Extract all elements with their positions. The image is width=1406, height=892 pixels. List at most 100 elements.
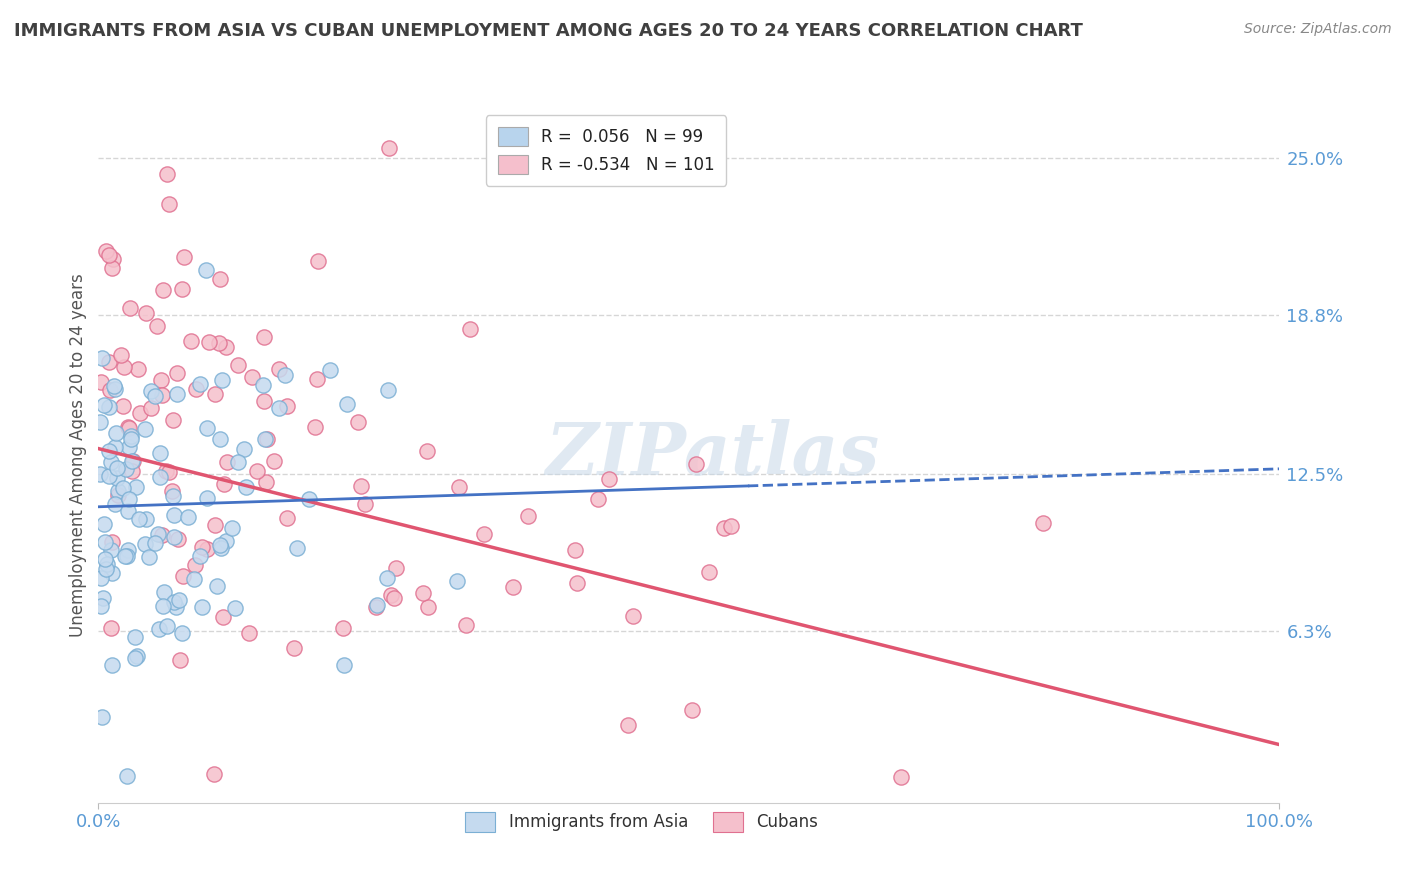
Point xyxy=(115,549,138,563)
Point xyxy=(98,355,121,369)
Point xyxy=(121,464,143,478)
Point xyxy=(253,330,276,344)
Point xyxy=(114,549,136,563)
Point xyxy=(191,541,214,555)
Point xyxy=(112,481,135,495)
Point xyxy=(105,471,128,485)
Point xyxy=(141,384,163,399)
Point xyxy=(101,566,124,580)
Point xyxy=(586,491,609,506)
Point xyxy=(366,599,388,614)
Point xyxy=(155,464,177,478)
Point xyxy=(235,480,257,494)
Point xyxy=(135,511,157,525)
Point xyxy=(382,591,405,605)
Point xyxy=(98,248,121,262)
Point xyxy=(163,508,186,523)
Point xyxy=(91,710,114,724)
Point xyxy=(685,457,707,471)
Point xyxy=(117,420,139,434)
Point xyxy=(226,454,249,468)
Point xyxy=(246,464,269,478)
Point xyxy=(720,519,742,533)
Point xyxy=(124,651,146,665)
Point xyxy=(148,622,170,636)
Text: Source: ZipAtlas.com: Source: ZipAtlas.com xyxy=(1244,22,1392,37)
Point xyxy=(89,415,111,429)
Point xyxy=(166,366,188,380)
Point xyxy=(98,383,121,397)
Point xyxy=(105,425,128,440)
Point xyxy=(121,454,143,468)
Point xyxy=(152,599,174,613)
Point xyxy=(377,383,399,397)
Point xyxy=(162,413,184,427)
Point xyxy=(385,561,408,575)
Point xyxy=(94,535,117,549)
Point xyxy=(215,455,238,469)
Point xyxy=(155,619,177,633)
Point xyxy=(128,511,150,525)
Point xyxy=(127,362,149,376)
Point xyxy=(253,394,276,409)
Point xyxy=(112,359,135,374)
Point xyxy=(598,472,620,486)
Point xyxy=(195,541,218,556)
Point xyxy=(304,420,326,434)
Point xyxy=(285,541,308,556)
Point xyxy=(117,543,139,558)
Point xyxy=(565,575,588,590)
Point xyxy=(90,599,112,613)
Point xyxy=(97,444,120,458)
Point xyxy=(107,488,129,502)
Point xyxy=(276,511,298,525)
Point xyxy=(103,379,125,393)
Point xyxy=(100,621,122,635)
Point xyxy=(380,588,402,602)
Point xyxy=(120,432,142,446)
Point xyxy=(166,387,188,401)
Point xyxy=(307,253,329,268)
Point xyxy=(447,480,470,494)
Point xyxy=(157,196,180,211)
Point xyxy=(375,571,398,585)
Point xyxy=(97,401,120,415)
Point xyxy=(276,399,298,413)
Point xyxy=(107,483,129,498)
Point xyxy=(183,558,205,573)
Point xyxy=(153,585,176,599)
Point xyxy=(253,432,276,446)
Point xyxy=(122,454,145,468)
Point xyxy=(366,598,388,612)
Point xyxy=(150,528,173,542)
Point xyxy=(273,368,295,382)
Point xyxy=(205,579,228,593)
Point xyxy=(93,398,115,412)
Point xyxy=(115,769,138,783)
Point xyxy=(180,334,202,349)
Point xyxy=(269,362,291,376)
Point xyxy=(564,542,586,557)
Point xyxy=(621,609,644,624)
Point xyxy=(350,479,373,493)
Point xyxy=(104,498,127,512)
Point xyxy=(456,618,478,632)
Point xyxy=(204,386,226,401)
Point xyxy=(224,600,246,615)
Point xyxy=(104,440,127,454)
Point xyxy=(256,432,278,446)
Point xyxy=(333,658,356,673)
Point xyxy=(890,771,912,785)
Point xyxy=(177,509,200,524)
Point xyxy=(141,401,163,416)
Point xyxy=(202,766,225,780)
Point xyxy=(93,516,115,531)
Point xyxy=(195,491,218,505)
Point xyxy=(143,389,166,403)
Point xyxy=(101,658,124,673)
Point xyxy=(415,443,437,458)
Legend: Immigrants from Asia, Cubans: Immigrants from Asia, Cubans xyxy=(454,801,830,843)
Point xyxy=(94,552,117,566)
Point xyxy=(120,429,142,443)
Point xyxy=(160,483,183,498)
